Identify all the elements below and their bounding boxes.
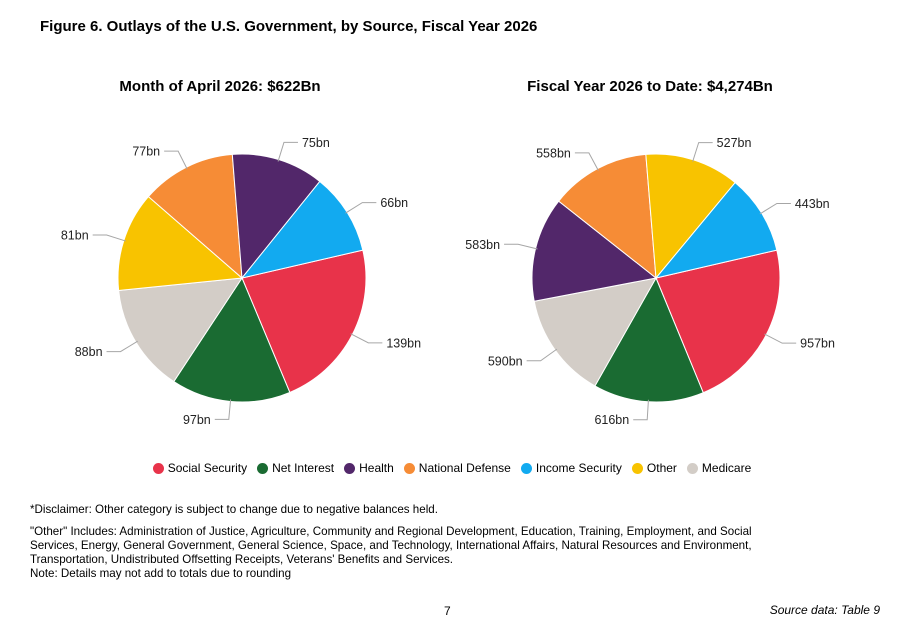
legend-swatch-other bbox=[631, 462, 643, 474]
data-label-income-security: 66bn bbox=[380, 196, 408, 210]
legend-swatch-social-security bbox=[152, 462, 164, 474]
legend-item-social-security: Social Security bbox=[152, 461, 248, 475]
data-label-net-interest: 616bn bbox=[594, 413, 629, 427]
figure-title: Figure 6. Outlays of the U.S. Government… bbox=[40, 18, 538, 35]
legend-label-other: Other bbox=[646, 461, 677, 475]
leader-line-other bbox=[92, 234, 126, 242]
legend-swatch-income-security bbox=[520, 462, 532, 474]
data-label-medicare: 590bn bbox=[488, 354, 523, 368]
pie-chart-ytd: 957bn 616bn 590bn 583bn 558bn 527bn 443bn bbox=[465, 136, 835, 427]
leader-line-net-interest bbox=[214, 399, 232, 420]
leader-line-health bbox=[504, 243, 538, 250]
leader-line-national-defense bbox=[164, 150, 188, 170]
other-includes-note: "Other" Includes: Administration of Just… bbox=[30, 525, 752, 566]
legend-swatch-medicare bbox=[686, 462, 698, 474]
legend-label-medicare: Medicare bbox=[701, 461, 752, 475]
leader-line-social-security bbox=[350, 333, 383, 344]
notes: *Disclaimer: Other category is subject t… bbox=[30, 503, 790, 581]
legend-label-income-security: Income Security bbox=[535, 461, 622, 475]
page-number: 7 bbox=[444, 604, 451, 618]
legend-swatch-national-defense bbox=[403, 462, 415, 474]
legend-item-other: Other bbox=[631, 461, 677, 475]
legend-label-social-security: Social Security bbox=[167, 461, 248, 475]
data-label-medicare: 88bn bbox=[75, 345, 103, 359]
pie-title-ytd: Fiscal Year 2026 to Date: $4,274Bn bbox=[527, 78, 773, 95]
leader-line-medicare bbox=[106, 340, 138, 353]
data-label-national-defense: 558bn bbox=[536, 146, 571, 160]
legend-item-health: Health bbox=[344, 461, 394, 475]
legend-item-medicare: Medicare bbox=[686, 461, 752, 475]
data-label-national-defense: 77bn bbox=[132, 145, 160, 159]
data-label-other: 527bn bbox=[717, 136, 752, 150]
leader-line-net-interest bbox=[633, 399, 649, 421]
rounding-note: Note: Details may not add to totals due … bbox=[30, 567, 292, 580]
data-label-net-interest: 97bn bbox=[183, 413, 211, 427]
chart-legend: Social Security Net Interest Health Nationa… bbox=[0, 461, 904, 475]
pie-title-month: Month of April 2026: $622Bn bbox=[119, 78, 321, 95]
legend-item-income-security: Income Security bbox=[520, 461, 622, 475]
leader-line-other bbox=[692, 142, 713, 162]
disclaimer-note: *Disclaimer: Other category is subject t… bbox=[30, 503, 438, 516]
source-note: Source data: Table 9 bbox=[769, 603, 880, 617]
legend-label-health: Health bbox=[359, 461, 394, 475]
data-label-social-security: 957bn bbox=[800, 337, 835, 351]
data-label-health: 75bn bbox=[302, 136, 330, 150]
data-label-income-security: 443bn bbox=[795, 197, 830, 211]
legend-item-national-defense: National Defense bbox=[403, 461, 511, 475]
leader-line-national-defense bbox=[574, 152, 599, 171]
pie-chart-month: 139bn 97bn 88bn 81bn 77bn 75bn 66bn bbox=[61, 136, 421, 427]
legend-label-national-defense: National Defense bbox=[418, 461, 511, 475]
leader-line-medicare bbox=[526, 348, 558, 362]
data-label-other: 81bn bbox=[61, 229, 89, 243]
data-label-health: 583bn bbox=[465, 238, 500, 252]
leader-line-social-security bbox=[764, 333, 797, 344]
legend-item-net-interest: Net Interest bbox=[257, 461, 334, 475]
data-label-social-security: 139bn bbox=[386, 336, 421, 350]
legend-swatch-net-interest bbox=[257, 462, 269, 474]
legend-swatch-health bbox=[344, 462, 356, 474]
legend-label-net-interest: Net Interest bbox=[272, 461, 335, 475]
leader-line-income-security bbox=[759, 202, 791, 215]
leader-line-health bbox=[277, 141, 298, 162]
leader-line-income-security bbox=[345, 202, 377, 214]
pie-charts-canvas: 139bn 97bn 88bn 81bn 77bn 75bn 66bn 957bn 616bn… bbox=[61, 136, 835, 427]
